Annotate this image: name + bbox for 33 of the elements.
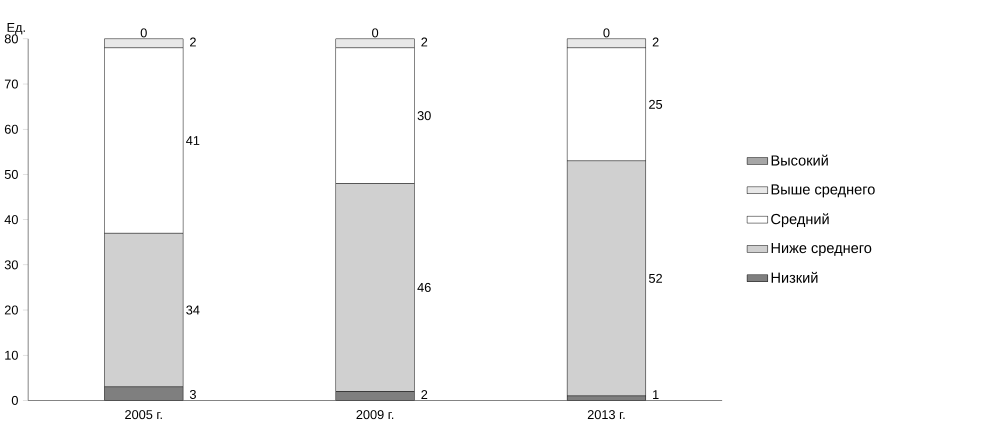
x-tick-label: 2009 г.	[356, 410, 394, 420]
data-label: 46	[417, 283, 431, 292]
data-label: 0	[140, 28, 147, 38]
y-tick-label: 80	[4, 34, 18, 44]
data-label: 34	[186, 306, 200, 315]
data-label: 52	[648, 274, 662, 283]
y-tick-label: 0	[12, 396, 18, 406]
y-axis-title: Ед.	[8, 23, 25, 34]
data-label: 0	[372, 28, 378, 38]
data-label: 2	[190, 38, 196, 47]
legend-label: Средний	[771, 213, 829, 228]
y-tick-label: 50	[4, 170, 18, 180]
y-tick-label: 40	[4, 215, 18, 224]
data-label: 2	[421, 390, 428, 400]
legend-label: Высокий	[772, 154, 828, 166]
legend-label: Низкий	[772, 272, 818, 283]
y-tick-label: 30	[4, 260, 18, 270]
data-label: 25	[649, 100, 662, 109]
data-label: 41	[186, 136, 200, 145]
data-label: 3	[190, 390, 196, 400]
y-tick-label: 60	[4, 124, 18, 134]
data-label: 2	[652, 38, 659, 47]
x-tick-label: 2013 г.	[588, 410, 625, 420]
data-label: 1	[653, 390, 659, 400]
y-tick-label: 70	[4, 80, 18, 89]
legend-label: Ниже среднего	[772, 243, 872, 256]
x-tick-label: 2005 г.	[125, 410, 162, 420]
y-tick-label: 10	[5, 350, 18, 360]
y-tick-label: 20	[4, 306, 18, 315]
legend-label: Выше среднего	[772, 184, 875, 198]
data-label: 0	[603, 28, 610, 38]
data-label: 30	[418, 111, 431, 120]
data-label: 2	[421, 38, 428, 47]
